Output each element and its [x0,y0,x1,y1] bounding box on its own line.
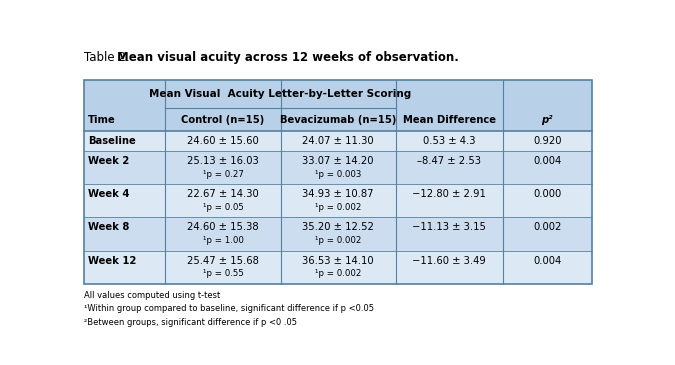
Text: 24.60 ± 15.60: 24.60 ± 15.60 [187,136,259,146]
Text: −11.60 ± 3.49: −11.60 ± 3.49 [412,255,486,266]
Text: 0.004: 0.004 [533,255,562,266]
Text: ¹p = 0.27: ¹p = 0.27 [202,170,244,179]
Text: 35.20 ± 12.52: 35.20 ± 12.52 [302,222,374,233]
Text: 0.920: 0.920 [533,136,562,146]
Bar [84,131,592,151]
Text: 22.67 ± 14.30: 22.67 ± 14.30 [187,189,259,199]
Text: p²: p² [541,115,553,125]
Text: ¹p = 0.002: ¹p = 0.002 [315,203,361,212]
Text: 34.93 ± 10.87: 34.93 ± 10.87 [302,189,374,199]
Text: ¹Within group compared to baseline, significant difference if p <0.05: ¹Within group compared to baseline, sign… [84,304,375,313]
Text: 25.47 ± 15.68: 25.47 ± 15.68 [187,255,259,266]
Text: Control (n=15): Control (n=15) [182,115,265,125]
Text: Week 12: Week 12 [88,255,136,266]
Text: ¹p = 0.002: ¹p = 0.002 [315,236,361,245]
Text: ¹p = 0.003: ¹p = 0.003 [315,170,361,179]
Text: Mean Visual  Acuity Letter-by-Letter Scoring: Mean Visual Acuity Letter-by-Letter Scor… [149,89,412,99]
Text: 0.53 ± 4.3: 0.53 ± 4.3 [423,136,475,146]
Text: Bevacizumab (n=15): Bevacizumab (n=15) [280,115,396,125]
Text: Week 8: Week 8 [88,222,130,233]
Bar [84,251,592,284]
Text: 36.53 ± 14.10: 36.53 ± 14.10 [302,255,374,266]
Text: –8.47 ± 2.53: –8.47 ± 2.53 [417,156,481,166]
Text: Baseline: Baseline [88,136,136,146]
Text: 0.000: 0.000 [533,189,562,199]
Text: 33.07 ± 14.20: 33.07 ± 14.20 [302,156,374,166]
Bar [84,80,592,108]
Text: ¹p = 0.05: ¹p = 0.05 [202,203,244,212]
Bar [84,108,592,131]
Text: 24.60 ± 15.38: 24.60 ± 15.38 [187,222,259,233]
Text: Time: Time [88,115,116,125]
Bar [84,184,592,218]
Text: 0.004: 0.004 [533,156,562,166]
Text: 24.07 ± 11.30: 24.07 ± 11.30 [302,136,374,146]
Text: All values computed using t-test: All values computed using t-test [84,291,221,300]
Text: Mean visual acuity across 12 weeks of observation.: Mean visual acuity across 12 weeks of ob… [117,51,459,64]
Bar [84,80,592,284]
Text: ¹p = 0.002: ¹p = 0.002 [315,269,361,278]
Bar [84,218,592,251]
Text: Week 2: Week 2 [88,156,130,166]
Text: Mean Difference: Mean Difference [403,115,495,125]
Text: −12.80 ± 2.91: −12.80 ± 2.91 [412,189,486,199]
Text: ¹p = 0.55: ¹p = 0.55 [202,269,244,278]
Text: Table 2.: Table 2. [84,51,138,64]
Text: Week 4: Week 4 [88,189,130,199]
Text: ²Between groups, significant difference if p <0 .05: ²Between groups, significant difference … [84,318,298,327]
Text: ¹p = 1.00: ¹p = 1.00 [202,236,244,245]
Text: 0.002: 0.002 [533,222,562,233]
Bar [84,151,592,184]
Text: 25.13 ± 16.03: 25.13 ± 16.03 [187,156,259,166]
Text: −11.13 ± 3.15: −11.13 ± 3.15 [412,222,486,233]
